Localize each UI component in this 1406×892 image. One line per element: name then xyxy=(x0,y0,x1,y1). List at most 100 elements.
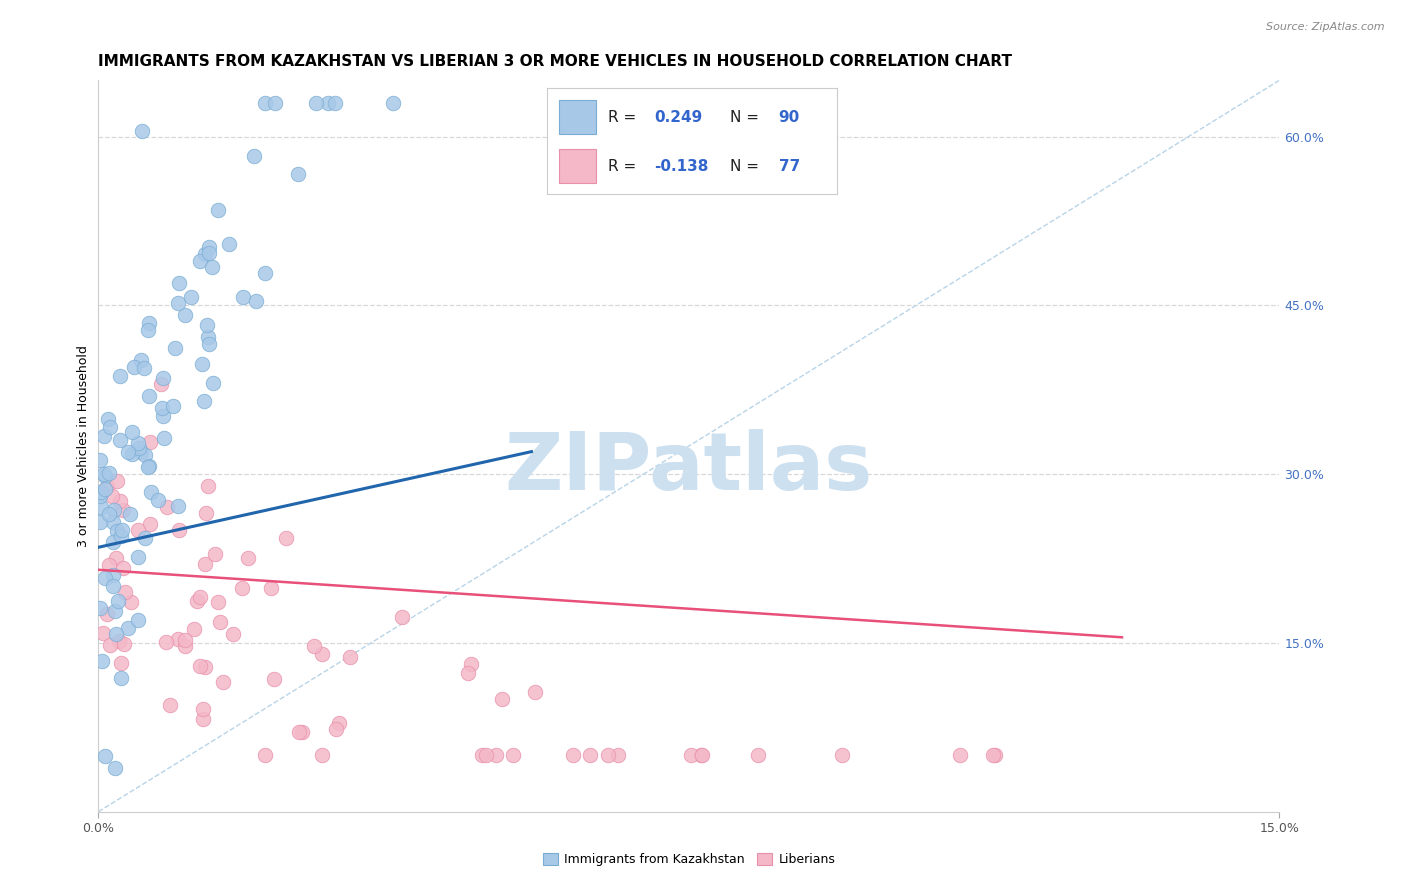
Point xyxy=(103,502,125,516)
Point xyxy=(183,622,205,636)
Point xyxy=(305,95,328,110)
Point xyxy=(253,95,276,110)
Point xyxy=(209,615,232,629)
Point xyxy=(110,657,132,671)
Point xyxy=(110,368,132,383)
Point xyxy=(104,761,127,775)
Point xyxy=(207,595,229,609)
Point xyxy=(120,507,142,521)
Point xyxy=(152,371,174,385)
Point xyxy=(117,445,139,459)
Point xyxy=(191,712,214,726)
Point xyxy=(288,724,311,739)
Point xyxy=(197,330,219,344)
Point xyxy=(98,466,121,480)
Point xyxy=(263,672,285,686)
Point xyxy=(475,748,498,763)
Point xyxy=(260,581,283,595)
Point xyxy=(460,657,482,672)
Point xyxy=(681,748,703,763)
Point xyxy=(98,638,121,652)
Point xyxy=(339,649,361,664)
Point xyxy=(101,534,124,549)
Point xyxy=(127,523,149,537)
Point xyxy=(253,748,276,763)
Point xyxy=(831,748,853,763)
Point xyxy=(174,308,197,322)
Point xyxy=(180,290,202,304)
Point xyxy=(191,358,214,372)
Point xyxy=(101,489,124,503)
Point xyxy=(211,675,233,690)
Point xyxy=(485,748,508,763)
Point xyxy=(457,666,479,681)
Point xyxy=(491,692,513,706)
Point xyxy=(90,500,112,514)
Point xyxy=(93,748,115,763)
Point xyxy=(167,523,190,537)
Point xyxy=(112,503,135,517)
Point xyxy=(274,531,297,545)
Point xyxy=(253,266,276,280)
Point xyxy=(191,701,214,715)
Point xyxy=(218,236,240,251)
Point xyxy=(471,748,494,763)
Point xyxy=(236,550,259,565)
Point xyxy=(129,353,152,368)
Point xyxy=(93,428,115,442)
Point xyxy=(110,529,132,543)
Point xyxy=(231,582,253,596)
Point xyxy=(101,579,124,593)
Point xyxy=(111,524,134,538)
Point xyxy=(93,571,115,585)
Point xyxy=(111,561,134,575)
Point xyxy=(188,659,211,673)
Point xyxy=(596,748,619,763)
Point xyxy=(166,295,188,310)
Point xyxy=(188,254,211,268)
Point xyxy=(97,412,120,426)
Point xyxy=(201,376,224,390)
Point xyxy=(89,453,111,467)
Point xyxy=(186,593,208,607)
Point xyxy=(105,474,128,488)
Point xyxy=(302,639,325,653)
Point xyxy=(108,493,131,508)
Point xyxy=(193,394,215,409)
Point xyxy=(138,389,160,403)
Point xyxy=(381,95,404,110)
Point xyxy=(89,600,111,615)
Point xyxy=(121,447,143,461)
Point xyxy=(188,591,211,605)
Point xyxy=(117,621,139,635)
Point xyxy=(108,434,131,448)
Point xyxy=(523,685,546,699)
Point xyxy=(263,95,285,110)
Point xyxy=(316,95,339,110)
Point xyxy=(105,626,128,640)
Point xyxy=(232,289,254,303)
Point xyxy=(156,500,179,515)
Point xyxy=(103,567,125,582)
Point xyxy=(97,558,120,572)
Point xyxy=(194,247,217,261)
Point xyxy=(195,318,218,333)
Point xyxy=(89,515,111,529)
Point xyxy=(121,425,143,439)
Point xyxy=(131,124,153,138)
Text: ZIPatlas: ZIPatlas xyxy=(505,429,873,507)
Point xyxy=(195,506,218,520)
Point xyxy=(96,607,118,621)
Legend: Immigrants from Kazakhstan, Liberians: Immigrants from Kazakhstan, Liberians xyxy=(537,847,841,871)
Point xyxy=(110,671,132,685)
Point xyxy=(162,399,184,413)
Point xyxy=(311,748,333,763)
Text: Source: ZipAtlas.com: Source: ZipAtlas.com xyxy=(1267,22,1385,32)
Point xyxy=(134,531,156,545)
Point xyxy=(194,557,217,571)
Point xyxy=(128,441,150,455)
Point xyxy=(391,609,413,624)
Point xyxy=(122,359,145,374)
Point xyxy=(984,748,1007,763)
Point xyxy=(243,149,266,163)
